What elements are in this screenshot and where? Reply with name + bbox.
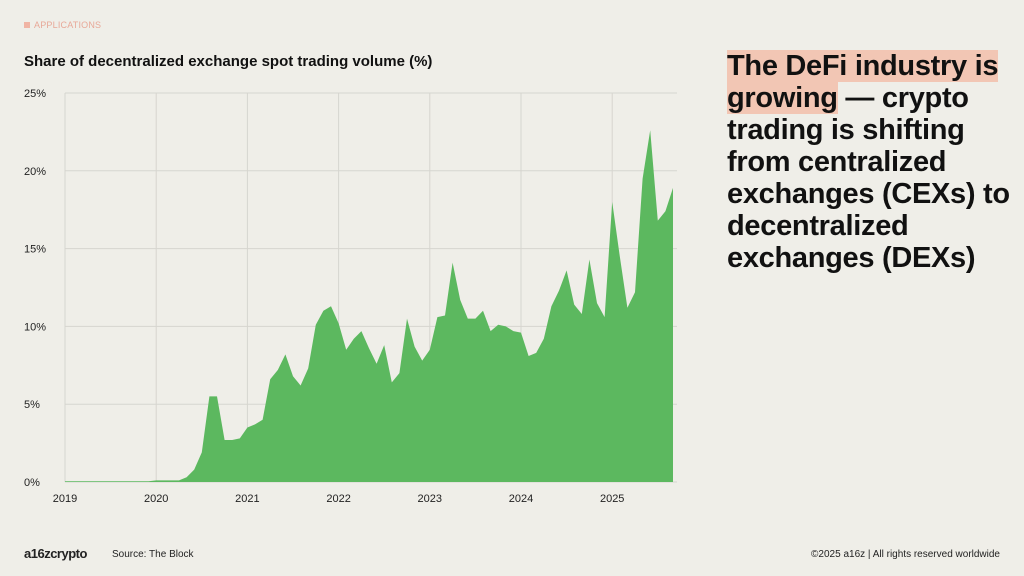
a16z-crypto-logo: a16zcrypto bbox=[24, 546, 87, 561]
x-tick-label: 2022 bbox=[326, 493, 350, 505]
y-tick-label: 25% bbox=[24, 88, 46, 100]
x-tick-label: 2023 bbox=[418, 493, 442, 505]
x-tick-label: 2025 bbox=[600, 493, 624, 505]
x-tick-label: 2019 bbox=[53, 493, 77, 505]
x-tick-label: 2020 bbox=[144, 493, 168, 505]
y-tick-label: 10% bbox=[24, 321, 46, 333]
x-tick-label: 2021 bbox=[235, 493, 259, 505]
x-tick-label: 2024 bbox=[509, 493, 533, 505]
copyright: ©2025 a16z | All rights reserved worldwi… bbox=[811, 549, 1000, 560]
headline: The DeFi industry is growing — crypto tr… bbox=[727, 50, 1017, 274]
tag-square-icon bbox=[24, 22, 30, 28]
area-chart: 0% 5% 10% 15% 20% 25% 2019 2020 2021 2022 2023 2024… bbox=[24, 88, 677, 505]
section-tag: APPLICATIONS bbox=[24, 20, 101, 30]
y-tick-label: 15% bbox=[24, 244, 46, 256]
y-tick-label: 5% bbox=[24, 399, 40, 411]
source-note: Source: The Block bbox=[112, 549, 194, 560]
y-tick-label: 0% bbox=[24, 477, 40, 489]
area-series bbox=[65, 130, 673, 483]
chart-title: Share of decentralized exchange spot tra… bbox=[24, 53, 433, 70]
headline-rest: — crypto trading is shifting from centra… bbox=[727, 82, 1010, 274]
y-tick-label: 20% bbox=[24, 166, 46, 178]
